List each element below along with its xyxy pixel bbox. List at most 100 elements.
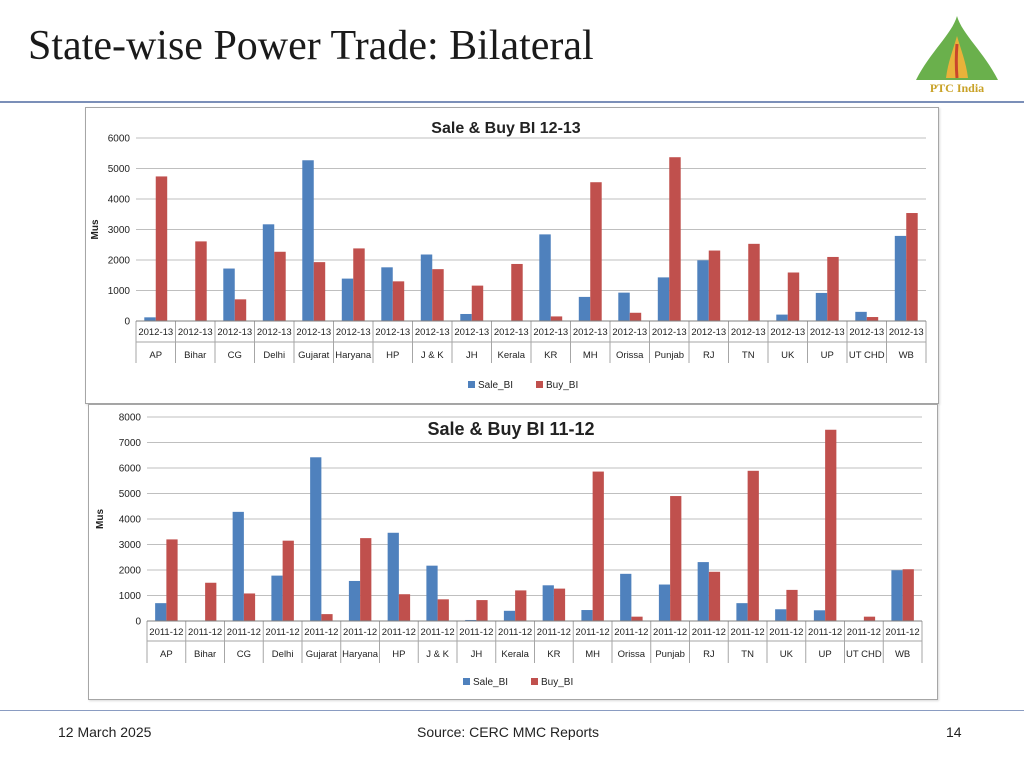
x-category-label: UT CHD xyxy=(849,350,885,361)
y-tick-label: 6000 xyxy=(119,464,142,475)
bar-sale-bi xyxy=(620,573,632,621)
x-category-label: Punjab xyxy=(654,350,684,361)
y-tick-label: 1000 xyxy=(108,286,131,297)
bar-sale-bi xyxy=(460,313,472,321)
x-period-label: 2012-13 xyxy=(494,327,529,338)
x-category-label: TN xyxy=(742,350,755,361)
x-period-label: 2011-12 xyxy=(847,627,881,638)
bar-sale-bi xyxy=(426,565,438,621)
y-tick-label: 3000 xyxy=(108,225,131,236)
x-period-label: 2012-13 xyxy=(770,327,805,338)
bar-buy-bi xyxy=(708,250,721,321)
chart-sale-buy-11-12: Sale & Buy BI 11-12 0 1000 2000 3000 4000 5000… xyxy=(88,404,938,700)
x-period-label: 2012-13 xyxy=(296,327,331,338)
x-category-label: WB xyxy=(899,350,914,361)
x-category-label: J & K xyxy=(421,350,444,361)
bar-sale-bi xyxy=(144,317,156,321)
x-period-label: 2012-13 xyxy=(691,327,726,338)
bar-buy-bi xyxy=(274,251,286,321)
bar-buy-bi xyxy=(437,599,449,621)
bar-buy-bi xyxy=(590,182,602,321)
x-category-label: WB xyxy=(895,649,910,660)
logo-text: PTC India xyxy=(929,81,985,95)
x-category-label: Punjab xyxy=(655,649,685,660)
bar-buy-bi xyxy=(476,600,488,621)
bar-buy-bi xyxy=(902,569,914,621)
x-period-label: 2011-12 xyxy=(576,627,610,638)
y-axis-label: Mus xyxy=(95,509,106,529)
bar-sale-bi xyxy=(891,570,903,621)
y-tick-label: 8000 xyxy=(119,413,142,424)
x-category-label: Kerala xyxy=(501,649,529,660)
x-period-label: 2011-12 xyxy=(731,627,765,638)
x-category-label: RJ xyxy=(703,649,715,660)
bar-sale-bi xyxy=(381,267,393,321)
bar-buy-bi xyxy=(205,582,217,621)
bar-sale-bi xyxy=(578,296,591,321)
bar-buy-bi xyxy=(243,593,256,621)
legend-label: Sale_BI xyxy=(473,677,508,688)
bar-sale-bi xyxy=(894,235,907,321)
bar-buy-bi xyxy=(747,470,759,621)
x-category-label: Delhi xyxy=(263,350,285,361)
bar-sale-bi xyxy=(775,609,787,621)
x-category-label: HP xyxy=(392,649,405,660)
y-tick-label: 4000 xyxy=(108,195,131,206)
x-period-label: 2012-13 xyxy=(612,327,647,338)
x-category-label: KR xyxy=(547,649,560,660)
bar-buy-bi xyxy=(471,285,484,321)
chart-svg-11-12: Sale & Buy BI 11-12 0 1000 2000 3000 4000 5000… xyxy=(95,413,923,688)
page-number: 14 xyxy=(946,724,962,740)
bar-buy-bi xyxy=(669,157,681,321)
x-period-label: 2011-12 xyxy=(459,627,493,638)
bar-sale-bi xyxy=(657,277,670,321)
x-category-label: JH xyxy=(466,350,478,361)
y-tick-label: 3000 xyxy=(119,540,142,551)
bar-sale-bi xyxy=(310,457,322,621)
x-period-label: 2011-12 xyxy=(266,627,300,638)
bar-sale-bi xyxy=(855,311,867,321)
bar-buy-bi xyxy=(827,256,839,321)
x-period-label: 2011-12 xyxy=(614,627,648,638)
bar-buy-bi xyxy=(748,243,760,321)
legend-label: Buy_BI xyxy=(546,380,578,391)
legend-label: Sale_BI xyxy=(478,380,513,391)
bar-sale-bi xyxy=(581,610,593,621)
bar-buy-bi xyxy=(282,540,294,621)
bar-buy-bi xyxy=(166,539,178,621)
y-tick-label: 2000 xyxy=(119,566,142,577)
y-axis-label: Mus xyxy=(90,219,101,239)
bar-buy-bi xyxy=(234,299,247,321)
bar-sale-bi xyxy=(420,254,433,321)
x-category-label: AP xyxy=(160,649,173,660)
x-period-label: 2012-13 xyxy=(731,327,766,338)
bar-buy-bi xyxy=(550,316,563,321)
bar-buy-bi xyxy=(708,571,721,621)
x-category-label: Orissa xyxy=(618,649,646,660)
bar-sale-bi xyxy=(348,580,361,621)
bar-buy-bi xyxy=(787,272,800,321)
y-tick-label: 7000 xyxy=(119,438,142,449)
x-category-label: RJ xyxy=(703,350,715,361)
bar-sale-bi xyxy=(618,292,630,321)
x-category-label: UP xyxy=(821,350,834,361)
x-category-label: Bihar xyxy=(194,649,216,660)
bar-buy-bi xyxy=(313,262,326,321)
x-period-label: 2011-12 xyxy=(886,627,920,638)
x-category-label: UT CHD xyxy=(846,649,882,660)
bar-sale-bi xyxy=(262,224,275,321)
bar-buy-bi xyxy=(195,241,207,321)
x-category-label: Haryana xyxy=(342,649,379,660)
bar-sale-bi xyxy=(302,160,314,321)
footer-date: 12 March 2025 xyxy=(58,724,152,740)
x-period-label: 2011-12 xyxy=(808,627,842,638)
x-period-label: 2011-12 xyxy=(653,627,687,638)
bar-buy-bi xyxy=(515,590,527,621)
x-category-label: MH xyxy=(583,350,598,361)
x-period-label: 2012-13 xyxy=(415,327,450,338)
ptc-india-logo: PTC India xyxy=(912,14,1002,98)
bar-buy-bi xyxy=(670,496,682,621)
bar-buy-bi xyxy=(398,594,411,621)
x-category-label: KR xyxy=(544,350,557,361)
x-period-label: 2012-13 xyxy=(375,327,410,338)
